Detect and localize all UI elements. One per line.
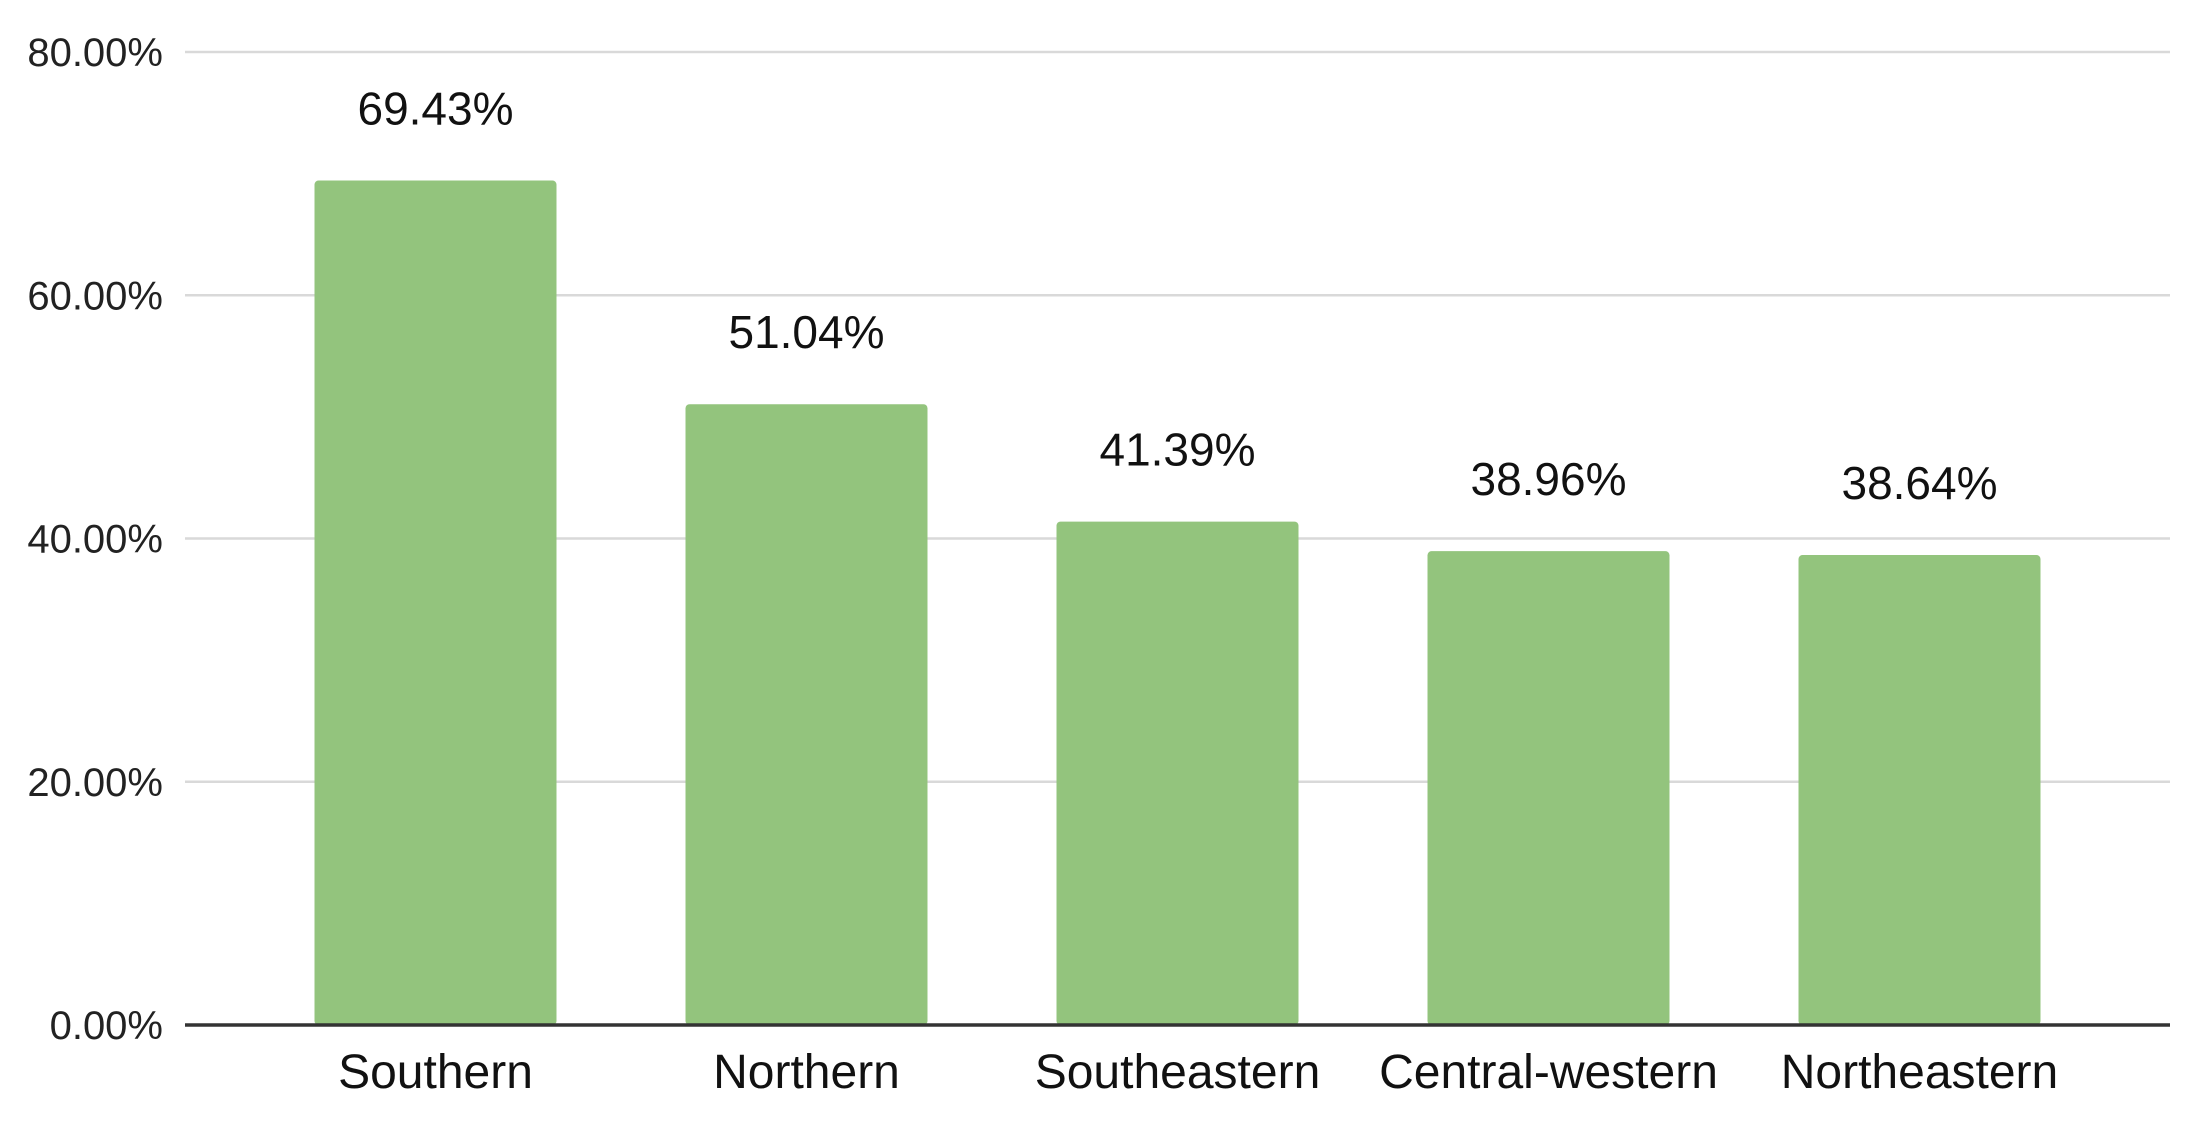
bars	[314, 180, 2041, 1026]
data-label: 51.04%	[728, 306, 884, 358]
bar	[685, 404, 928, 1025]
x-tick-label: Northeastern	[1781, 1046, 2058, 1099]
y-tick-label: 80.00%	[27, 31, 163, 75]
data-label: 38.64%	[1841, 457, 1997, 509]
bar	[1427, 551, 1670, 1025]
data-label: 69.43%	[357, 83, 513, 135]
data-label: 41.39%	[1099, 424, 1255, 476]
x-axis-category-labels: Southern Northern Southeastern Central-west…	[338, 1046, 2058, 1099]
x-tick-label: Central-western	[1379, 1046, 1718, 1099]
x-tick-label: Northern	[713, 1046, 900, 1099]
y-tick-label: 40.00%	[27, 518, 163, 562]
x-tick-label: Southeastern	[1035, 1046, 1321, 1099]
bar	[314, 180, 557, 1026]
bar	[1056, 521, 1299, 1025]
data-label: 38.96%	[1470, 453, 1626, 505]
y-tick-label: 20.00%	[27, 761, 163, 805]
y-tick-label: 0.00%	[50, 1004, 163, 1048]
bar	[1798, 555, 2041, 1025]
y-axis-tick-labels: 0.00% 20.00% 40.00% 60.00% 80.00%	[27, 31, 163, 1048]
data-labels: 69.43% 51.04% 41.39% 38.96% 38.64%	[357, 83, 1997, 509]
x-tick-label: Southern	[338, 1046, 533, 1099]
y-tick-label: 60.00%	[27, 274, 163, 318]
